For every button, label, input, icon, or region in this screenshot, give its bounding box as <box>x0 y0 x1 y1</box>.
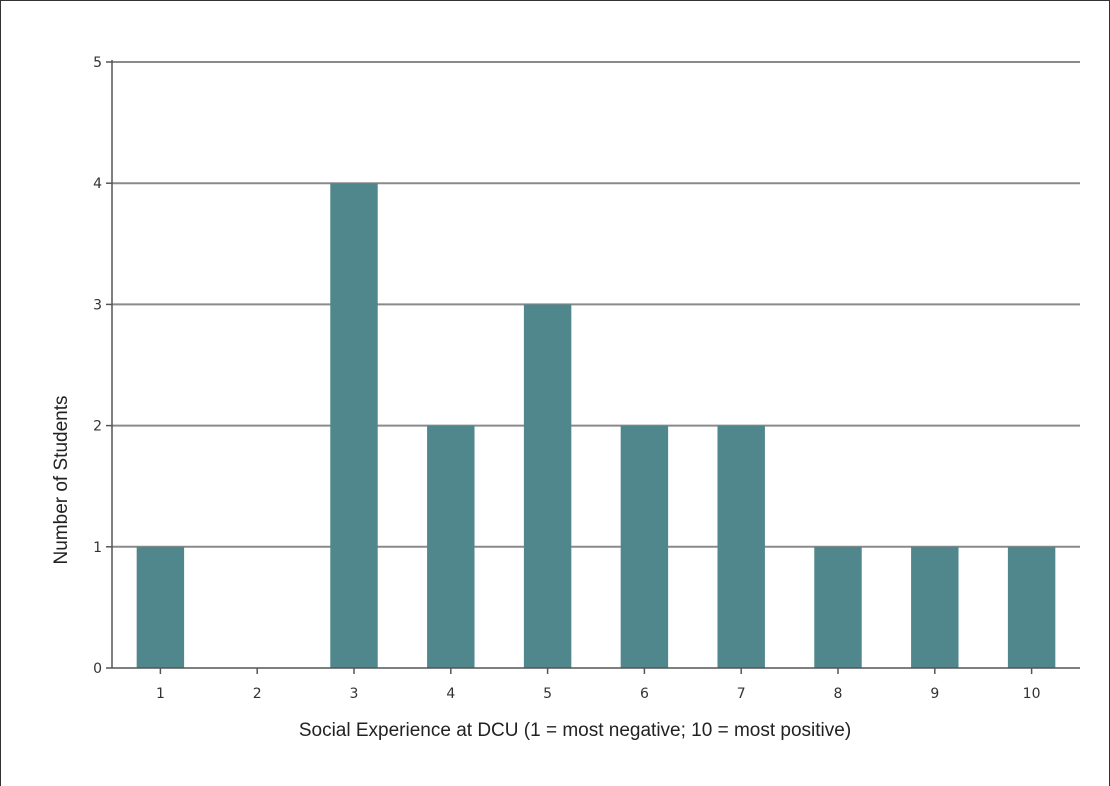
y-axis-title: Number of Students <box>51 396 72 565</box>
y-tick-labels: 0 1 2 3 4 5 <box>93 55 102 677</box>
y-tick-label-5: 5 <box>93 55 102 71</box>
axes <box>106 60 1080 674</box>
x-tick-labels: 1 2 3 4 5 6 7 8 9 10 <box>156 686 1041 702</box>
bar-6 <box>620 425 669 668</box>
bar-8 <box>814 546 862 668</box>
x-tick-label-7: 7 <box>737 686 746 702</box>
x-axis-title: Social Experience at DCU (1 = most negat… <box>299 720 851 741</box>
y-tick-label-2: 2 <box>93 419 102 435</box>
bar-10 <box>1007 546 1056 668</box>
bar-3 <box>330 183 378 668</box>
x-tick-label-5: 5 <box>543 686 552 702</box>
x-tick-label-10: 10 <box>1023 686 1041 702</box>
y-tick-label-0: 0 <box>93 661 102 677</box>
bar-9 <box>911 546 959 668</box>
y-tick-label-4: 4 <box>93 176 102 192</box>
x-tick-label-9: 9 <box>930 686 939 702</box>
x-tick-label-4: 4 <box>446 686 455 702</box>
x-tick-label-1: 1 <box>156 686 165 702</box>
bars <box>136 183 1056 668</box>
x-tick-label-3: 3 <box>350 686 359 702</box>
gridlines <box>112 61 1080 548</box>
bar-5 <box>523 304 572 668</box>
y-tick-label-1: 1 <box>93 540 102 556</box>
bar-7 <box>717 425 765 668</box>
x-tick-label-2: 2 <box>253 686 262 702</box>
y-tick-label-3: 3 <box>93 297 102 313</box>
x-tick-label-6: 6 <box>640 686 649 702</box>
bar-1 <box>136 546 185 668</box>
bar-4 <box>427 425 475 668</box>
x-tick-label-8: 8 <box>834 686 843 702</box>
